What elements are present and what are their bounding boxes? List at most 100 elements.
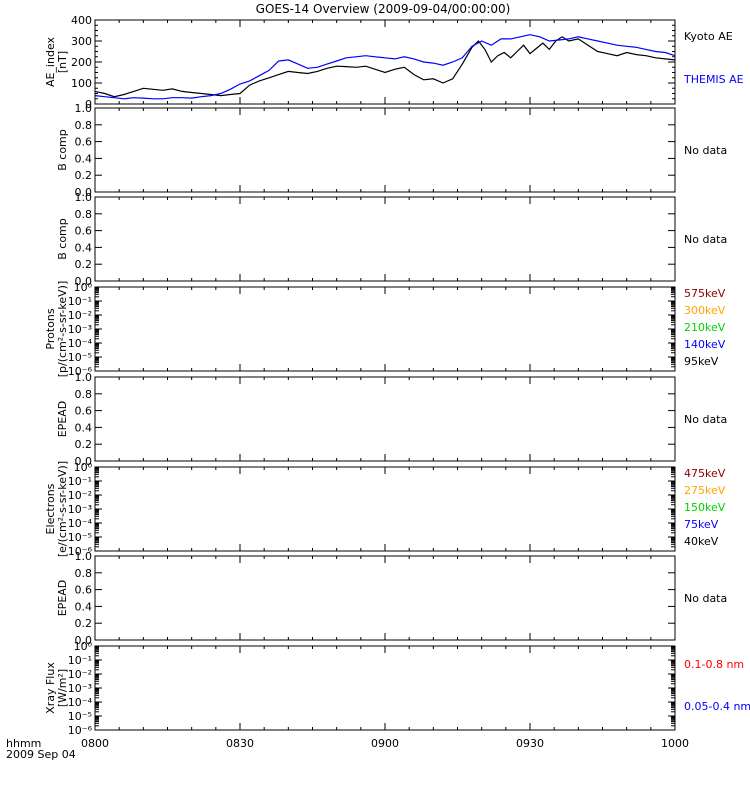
panel-frame	[94, 645, 676, 731]
x-tick-label: 0900	[371, 737, 399, 750]
panel-frame	[94, 555, 676, 641]
y-tick-label: 1.0	[75, 191, 93, 204]
y-tick-label: 10⁻¹	[68, 654, 92, 667]
plot-title: GOES-14 Overview (2009-09-04/00:00:00)	[256, 2, 511, 16]
panel-b-comp-1: 0.0 0.2 0.4 0.6 0.8 1.0 B comp No data	[56, 102, 727, 199]
y-tick-label: 10⁻²	[68, 489, 92, 502]
y-tick-label: 0.4	[75, 600, 93, 613]
x-tick-label: 0930	[516, 737, 544, 750]
y-tick-label: 0.8	[75, 388, 93, 401]
panel-xray: 0800 0830 0900 0930 1000 10⁻⁶10⁻⁵10⁻⁴10⁻³10⁻²…	[44, 640, 750, 750]
legend-entry: 0.1-0.8 nm	[684, 658, 744, 671]
y-tick-label: 0.2	[75, 169, 93, 182]
no-data-label: No data	[684, 592, 727, 605]
y-tick-label: 1.0	[75, 371, 93, 384]
legend-entry: 275keV	[684, 484, 726, 497]
panel-frame	[94, 376, 676, 462]
legend-entry: 210keV	[684, 321, 726, 334]
y-axis-label: B comp	[56, 218, 69, 260]
y-tick-label: 300	[71, 35, 92, 48]
y-tick-label: 1.0	[75, 102, 93, 115]
y-tick-label: 0.0	[75, 634, 93, 647]
panel-frame	[94, 286, 676, 372]
y-tick-label: 100	[71, 77, 92, 90]
y-tick-label: 0.4	[75, 421, 93, 434]
y-axis-label: AE_index	[44, 36, 57, 87]
panel-frame	[94, 107, 676, 193]
y-tick-label: 0.6	[75, 136, 93, 149]
y-tick-label: 10⁰	[74, 281, 93, 294]
y-tick-label: 10⁻²	[68, 668, 92, 681]
no-data-label: No data	[684, 144, 727, 157]
y-tick-label: 0.8	[75, 119, 93, 132]
y-tick-label: 0.0	[75, 455, 93, 468]
legend-entry: THEMIS AE	[683, 73, 744, 86]
panel-ae-index: 0 100 200 300 400 AE_index [nT] Kyoto AE THEMIS …	[44, 14, 744, 111]
y-tick-label: 0.6	[75, 405, 93, 418]
y-tick-label: 10⁻³	[68, 323, 92, 336]
y-tick-label: 200	[71, 56, 92, 69]
y-tick-label: 0.2	[75, 617, 93, 630]
y-axis-label: EPEAD	[56, 580, 69, 617]
y-tick-label: 0.6	[75, 584, 93, 597]
y-axis-label: EPEAD	[56, 401, 69, 438]
no-data-label: No data	[684, 233, 727, 246]
y-tick-label: 0.4	[75, 241, 93, 254]
y-tick-label: 0	[85, 98, 92, 111]
x-tick-label: 0830	[226, 737, 254, 750]
y-tick-label: 0.2	[75, 258, 93, 271]
x-axis-caption-hhmm: hhmm	[6, 737, 41, 750]
y-tick-label: 10⁻⁵	[68, 531, 92, 544]
y-axis-label: Protons	[44, 308, 57, 349]
y-tick-label: 0.8	[75, 567, 93, 580]
y-tick-label: 10⁻⁴	[68, 337, 93, 350]
y-tick-label: 0.4	[75, 152, 93, 165]
series-line-themis-ae	[94, 34, 676, 100]
x-tick-label: 1000	[661, 737, 689, 750]
y-axis-unit-label: [e/(cm²-s-sr-keV)]	[56, 461, 69, 557]
y-tick-label: 10⁰	[74, 461, 93, 474]
panel-epead-2: 0.0 0.2 0.4 0.6 0.8 1.0 EPEAD No data	[56, 550, 727, 647]
y-axis-unit-label: [p/(cm²-s-sr-keV)]	[56, 281, 69, 378]
panel-frame	[94, 466, 676, 552]
legend-entry: 300keV	[684, 304, 726, 317]
y-tick-label: 10⁻¹	[68, 475, 92, 488]
y-axis-unit-label: [W/m²]	[56, 669, 69, 707]
y-tick-label: 10⁻²	[68, 309, 92, 322]
legend-entry: 150keV	[684, 501, 726, 514]
y-axis-unit-label: [nT]	[56, 51, 69, 73]
legend-entry: 140keV	[684, 338, 726, 351]
legend-entry: 95keV	[684, 355, 719, 368]
y-tick-label: 10⁻⁶	[68, 545, 93, 558]
y-axis-label: Electrons	[44, 483, 57, 534]
panel-b-comp-2: 0.0 0.2 0.4 0.6 0.8 1.0 B comp No data	[56, 191, 727, 288]
y-tick-label: 10⁰	[74, 640, 93, 653]
y-tick-label: 10⁻³	[68, 682, 92, 695]
y-tick-label: 0.0	[75, 275, 93, 288]
y-axis-label: B comp	[56, 129, 69, 171]
x-axis-caption-date: 2009 Sep 04	[6, 748, 76, 761]
legend-entry: 0.05-0.4 nm	[684, 700, 750, 713]
legend-entry: 575keV	[684, 287, 726, 300]
legend-entry: 475keV	[684, 467, 726, 480]
panel-epead-1: 0.0 0.2 0.4 0.6 0.8 1.0 EPEAD No data	[56, 371, 727, 468]
y-tick-label: 10⁻⁴	[68, 696, 93, 709]
panel-frame	[94, 196, 676, 282]
y-tick-label: 10⁻³	[68, 503, 92, 516]
y-tick-label: 1.0	[75, 550, 93, 563]
y-tick-label: 10⁻⁶	[68, 724, 93, 737]
y-tick-label: 10⁻¹	[68, 295, 92, 308]
y-tick-label: 0.0	[75, 186, 93, 199]
legend-entry: Kyoto AE	[684, 30, 733, 43]
y-tick-label: 0.6	[75, 225, 93, 238]
series-line-kyoto-ae	[94, 36, 676, 98]
y-tick-label: 10⁻⁶	[68, 365, 93, 378]
y-tick-label: 0.8	[75, 208, 93, 221]
y-tick-label: 10⁻⁴	[68, 517, 93, 530]
y-axis-label: Xray Flux	[44, 662, 57, 714]
y-tick-label: 400	[71, 14, 92, 27]
no-data-label: No data	[684, 413, 727, 426]
legend-entry: 75keV	[684, 518, 719, 531]
